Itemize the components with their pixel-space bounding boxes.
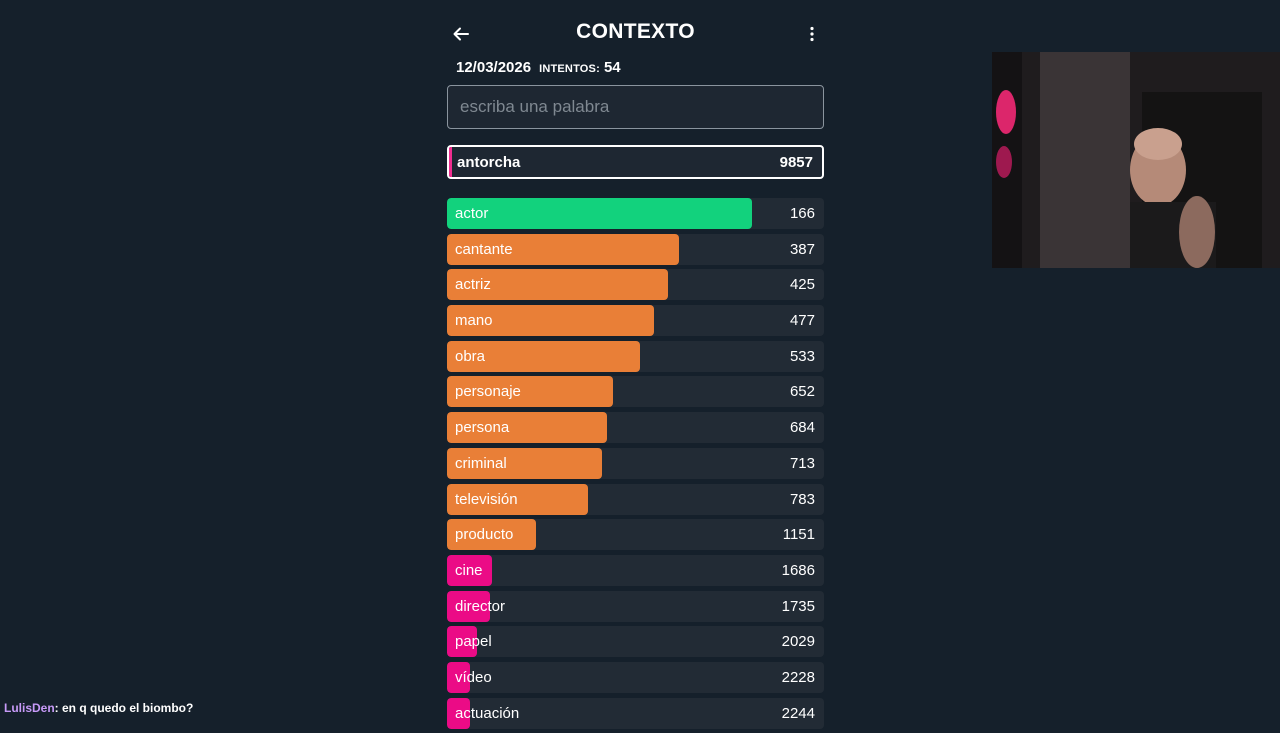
guess-word: actriz: [455, 276, 491, 294]
guess-row: actriz 425: [447, 269, 824, 301]
guess-word: director: [455, 597, 506, 615]
guess-rank: 387: [789, 240, 815, 258]
guess-row: televisión 783: [447, 483, 824, 515]
guess-word: persona: [455, 419, 510, 437]
current-guess-word: antorcha: [457, 153, 521, 171]
guess-rank: 2029: [781, 633, 815, 651]
guess-word: actor: [455, 205, 489, 222]
guess-rank: 166: [789, 205, 815, 222]
game-date: 12/03/2026: [456, 59, 532, 76]
chat-message: LulisDen: en q quedo el biombo?: [4, 701, 193, 715]
similarity-bar: [447, 590, 491, 622]
guess-word: producto: [455, 526, 514, 544]
similarity-bar: [447, 376, 613, 408]
similarity-bar: [447, 233, 679, 265]
webcam-overlay: [992, 52, 1280, 268]
guess-row: producto 1151: [447, 519, 824, 551]
current-guess: antorcha 9857: [447, 145, 824, 179]
guess-word: obra: [455, 347, 486, 365]
similarity-bar: [447, 554, 493, 586]
word-input[interactable]: [448, 86, 823, 128]
guess-row: mano 477: [447, 305, 824, 337]
similarity-bar: [447, 626, 478, 658]
more-menu-button[interactable]: [804, 20, 820, 48]
guess-rank: 533: [789, 347, 815, 365]
current-guess-accent: [449, 147, 452, 177]
word-input-box[interactable]: [447, 85, 824, 129]
similarity-bar: [447, 447, 602, 479]
arrow-left-icon: [453, 27, 469, 41]
guess-word: personaje: [455, 383, 521, 401]
page-title: CONTEXTO: [576, 20, 695, 43]
chat-username: LulisDen: [4, 701, 55, 715]
guess-rank: 477: [789, 312, 815, 330]
game-stats: 12/03/2026 INTENTOS: 54: [456, 59, 621, 76]
guess-word: cine: [455, 561, 483, 579]
guess-rank: 1151: [782, 526, 815, 544]
guess-row: cantante 387: [447, 233, 824, 265]
guess-rank: 652: [789, 383, 815, 401]
similarity-bar: [447, 340, 641, 372]
similarity-bar: [447, 269, 668, 301]
guess-row: actor 166: [447, 198, 824, 229]
current-guess-rank: 9857: [779, 153, 813, 171]
similarity-bar: [447, 198, 753, 229]
guess-word: actuación: [455, 704, 520, 722]
back-button[interactable]: [449, 20, 473, 48]
guess-row: personaje 652: [447, 376, 824, 408]
guess-rank: 2228: [781, 668, 815, 686]
guess-word: vídeo: [455, 668, 492, 686]
guess-row: vídeo 2228: [447, 661, 824, 693]
similarity-bar: [447, 661, 470, 693]
kebab-menu-icon: [810, 26, 814, 42]
guess-word: mano: [455, 312, 493, 330]
guess-row: cine 1686: [447, 554, 824, 586]
similarity-bar: [447, 519, 536, 551]
guess-rank: 425: [789, 276, 815, 294]
guess-row: papel 2029: [447, 626, 824, 658]
attempts-count: 54: [603, 59, 621, 76]
guess-list: actor 166 cantante 387 actriz 425 mano 477 obra 5…: [447, 198, 824, 733]
guess-rank: 1686: [781, 561, 815, 579]
similarity-bar: [447, 412, 608, 444]
guess-rank: 1735: [781, 597, 815, 615]
chat-text: : en q quedo el biombo?: [54, 701, 194, 715]
guess-row: director 1735: [447, 590, 824, 622]
guess-word: cantante: [455, 240, 513, 258]
guess-row: criminal 713: [447, 447, 824, 479]
header: CONTEXTO: [447, 14, 824, 54]
similarity-bar: [447, 483, 589, 515]
guess-rank: 684: [789, 419, 815, 437]
guess-row: persona 684: [447, 412, 824, 444]
webcam-image: [992, 52, 1280, 268]
guess-word: papel: [455, 633, 492, 651]
guess-row: obra 533: [447, 340, 824, 372]
guess-word: criminal: [455, 454, 507, 472]
guess-word: televisión: [455, 490, 518, 508]
guess-rank: 713: [789, 454, 815, 472]
guess-rank: 783: [789, 490, 815, 508]
similarity-bar: [447, 305, 655, 337]
attempts-label: INTENTOS:: [539, 63, 600, 75]
guess-rank: 2244: [781, 704, 815, 722]
contexto-game: CONTEXTO 12/03/2026 INTENTOS: 54 antorch…: [447, 0, 824, 729]
guess-row: actuación 2244: [447, 697, 824, 729]
